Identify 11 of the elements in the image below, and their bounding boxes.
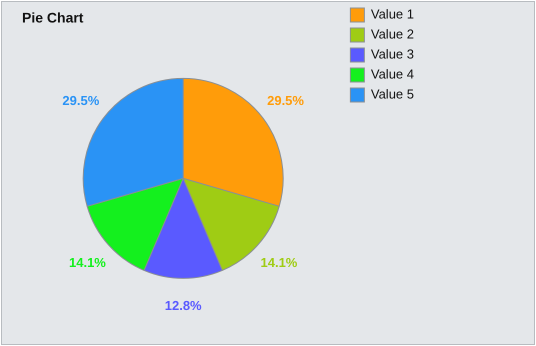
chart-title: Pie Chart xyxy=(22,9,84,26)
data-label: 29.5% xyxy=(62,93,100,108)
legend-label: Value 5 xyxy=(370,86,414,102)
data-label: 29.5% xyxy=(267,93,304,108)
legend-label: Value 4 xyxy=(370,66,414,82)
legend-label: Value 1 xyxy=(370,6,414,22)
data-label: 12.8% xyxy=(164,298,202,313)
data-label: 14.1% xyxy=(69,254,106,270)
data-label: 14.1% xyxy=(260,254,298,270)
legend-label: Value 2 xyxy=(370,26,414,42)
legend-label: Value 3 xyxy=(370,46,414,62)
